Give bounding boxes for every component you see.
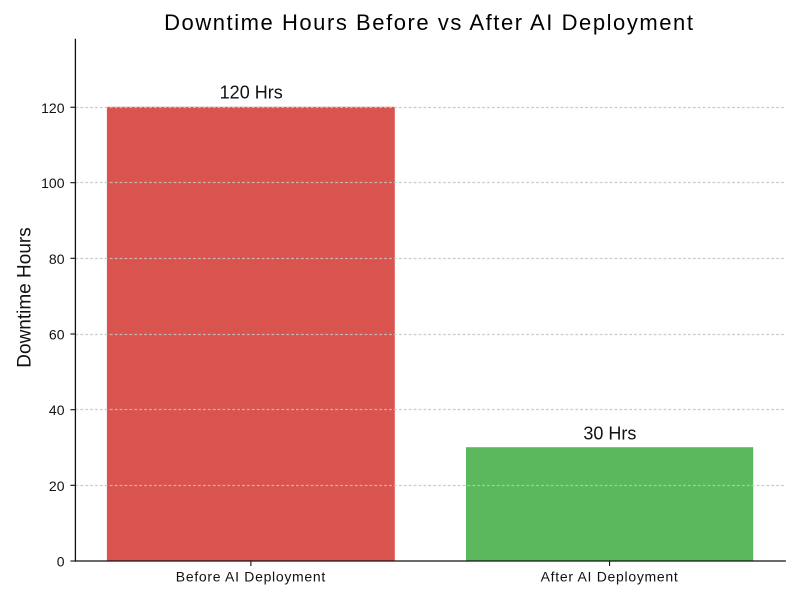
svg-text:60: 60 (49, 326, 65, 342)
svg-text:100: 100 (41, 175, 65, 191)
svg-text:30 Hrs: 30 Hrs (583, 423, 636, 443)
svg-text:20: 20 (49, 478, 65, 494)
svg-text:80: 80 (49, 251, 65, 267)
svg-text:0: 0 (57, 553, 65, 569)
svg-text:120 Hrs: 120 Hrs (220, 83, 283, 103)
svg-text:Downtime Hours Before vs After: Downtime Hours Before vs After AI Deploy… (164, 10, 694, 35)
svg-text:After AI Deployment: After AI Deployment (541, 568, 679, 584)
svg-text:Downtime Hours: Downtime Hours (14, 227, 35, 367)
svg-text:120: 120 (41, 100, 65, 116)
svg-text:Before AI Deployment: Before AI Deployment (176, 568, 326, 584)
svg-text:40: 40 (49, 402, 65, 418)
